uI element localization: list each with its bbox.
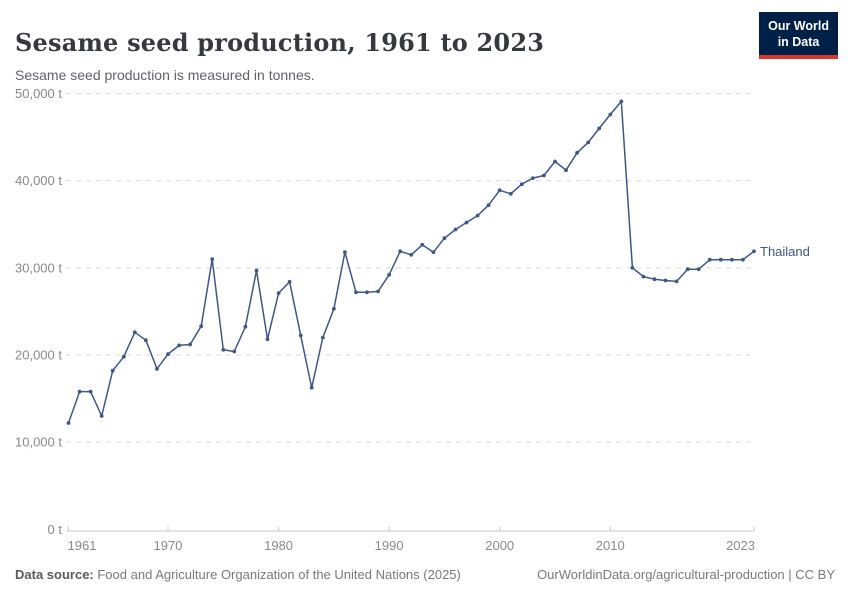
data-point[interactable] bbox=[531, 176, 535, 181]
data-point[interactable] bbox=[177, 343, 182, 348]
y-axis-tick-label: 0 t bbox=[48, 522, 63, 537]
data-point[interactable] bbox=[475, 213, 480, 218]
data-point[interactable] bbox=[166, 352, 170, 356]
data-point[interactable] bbox=[542, 173, 546, 178]
data-point[interactable] bbox=[199, 324, 204, 329]
data-point[interactable] bbox=[387, 272, 391, 277]
data-point[interactable] bbox=[188, 342, 193, 347]
data-point[interactable] bbox=[730, 257, 734, 262]
data-point[interactable] bbox=[553, 159, 557, 164]
data-point[interactable] bbox=[619, 99, 624, 104]
data-point[interactable] bbox=[365, 290, 369, 295]
data-point[interactable] bbox=[564, 168, 568, 173]
data-point[interactable] bbox=[508, 191, 513, 196]
series-thailand[interactable] bbox=[66, 99, 756, 425]
data-point[interactable] bbox=[320, 335, 325, 340]
data-point[interactable] bbox=[144, 338, 148, 343]
y-axis-tick-label: 40,000 t bbox=[15, 173, 62, 188]
data-point[interactable] bbox=[597, 126, 602, 131]
data-point[interactable] bbox=[398, 249, 403, 254]
data-point[interactable] bbox=[409, 252, 414, 257]
data-point[interactable] bbox=[77, 389, 82, 394]
x-axis-tick-label: 2023 bbox=[726, 538, 755, 553]
data-point[interactable] bbox=[663, 278, 668, 283]
data-point[interactable] bbox=[88, 389, 93, 394]
data-point[interactable] bbox=[376, 289, 380, 294]
data-point[interactable] bbox=[497, 188, 502, 193]
data-point[interactable] bbox=[641, 274, 646, 279]
data-point[interactable] bbox=[586, 140, 591, 145]
data-point[interactable] bbox=[431, 250, 436, 255]
data-point[interactable] bbox=[608, 112, 613, 117]
data-point[interactable] bbox=[420, 242, 425, 247]
data-point[interactable] bbox=[66, 421, 71, 425]
data-point[interactable] bbox=[232, 349, 237, 354]
data-point[interactable] bbox=[298, 333, 303, 338]
data-point[interactable] bbox=[442, 236, 447, 241]
data-source-text: Data source: Food and Agriculture Organi… bbox=[15, 567, 461, 582]
data-point[interactable] bbox=[652, 277, 657, 282]
data-point[interactable] bbox=[121, 354, 126, 359]
y-axis-tick-label: 50,000 t bbox=[15, 86, 62, 101]
x-axis-tick-label: 2000 bbox=[485, 538, 514, 553]
data-point[interactable] bbox=[276, 291, 281, 295]
data-point[interactable] bbox=[343, 250, 347, 255]
x-axis-tick-label: 1961 bbox=[68, 538, 97, 553]
x-axis-tick-label: 1970 bbox=[154, 538, 183, 553]
data-point[interactable] bbox=[696, 267, 701, 272]
data-point[interactable] bbox=[354, 290, 358, 295]
data-point[interactable] bbox=[155, 367, 159, 371]
data-point[interactable] bbox=[464, 220, 469, 225]
data-point[interactable] bbox=[707, 257, 712, 262]
x-axis-tick-label: 1980 bbox=[264, 538, 293, 553]
data-point[interactable] bbox=[243, 324, 248, 329]
data-point[interactable] bbox=[752, 249, 756, 254]
data-point[interactable] bbox=[287, 279, 292, 284]
data-point[interactable] bbox=[685, 267, 690, 272]
x-axis-tick-label: 2010 bbox=[596, 538, 625, 553]
chart-footer: Data source: Food and Agriculture Organi… bbox=[15, 567, 835, 582]
owid-logo-line1: Our World bbox=[768, 19, 829, 33]
data-point[interactable] bbox=[486, 203, 491, 208]
data-point[interactable] bbox=[332, 306, 336, 311]
series-label-thailand[interactable]: Thailand bbox=[760, 244, 810, 259]
data-point[interactable] bbox=[575, 150, 579, 155]
data-point[interactable] bbox=[519, 182, 524, 187]
data-point[interactable] bbox=[309, 385, 314, 390]
data-point[interactable] bbox=[132, 330, 137, 335]
data-point[interactable] bbox=[110, 368, 115, 373]
data-point[interactable] bbox=[210, 257, 215, 261]
y-axis-tick-label: 30,000 t bbox=[15, 260, 62, 275]
attribution-link[interactable]: OurWorldinData.org/agricultural-producti… bbox=[537, 567, 835, 582]
x-axis-tick-label: 1990 bbox=[375, 538, 404, 553]
data-point[interactable] bbox=[741, 257, 745, 262]
page-title: Sesame seed production, 1961 to 2023 bbox=[15, 28, 545, 58]
owid-logo-line2: in Data bbox=[777, 34, 820, 49]
data-point[interactable] bbox=[254, 268, 259, 273]
data-point[interactable] bbox=[453, 227, 458, 232]
data-point[interactable] bbox=[674, 279, 679, 284]
y-axis-tick-label: 10,000 t bbox=[15, 435, 62, 450]
data-point[interactable] bbox=[630, 265, 635, 270]
series-line[interactable] bbox=[67, 100, 755, 424]
data-point[interactable] bbox=[718, 257, 723, 262]
data-point[interactable] bbox=[221, 347, 226, 352]
data-point[interactable] bbox=[265, 337, 270, 342]
owid-logo[interactable]: Our World in Data bbox=[759, 12, 838, 60]
data-source-label: Data source: bbox=[15, 567, 94, 582]
data-source-value: Food and Agriculture Organization of the… bbox=[93, 567, 461, 582]
y-axis-tick-label: 20,000 t bbox=[15, 348, 62, 363]
chart-subtitle: Sesame seed production is measured in to… bbox=[15, 67, 315, 83]
data-point[interactable] bbox=[99, 414, 104, 418]
